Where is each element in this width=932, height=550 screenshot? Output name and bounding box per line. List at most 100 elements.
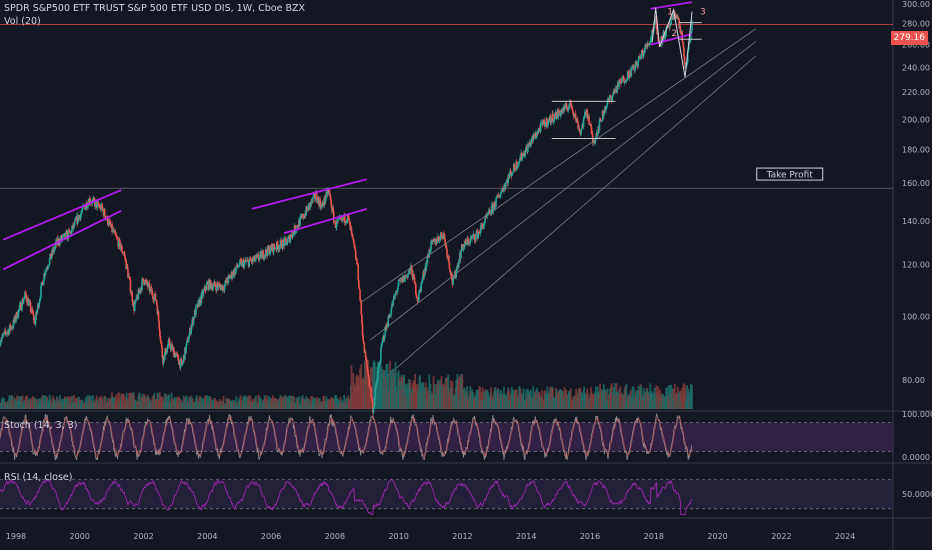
rsi-label[interactable]: RSI (14, close) xyxy=(4,472,73,483)
volume-bar xyxy=(350,365,353,409)
candle-body xyxy=(94,200,97,207)
candle-body xyxy=(474,240,476,242)
price-tick-label: 120.00 xyxy=(902,261,930,270)
candle-body xyxy=(337,218,340,220)
candle-body xyxy=(650,37,652,43)
candle-body xyxy=(621,76,624,81)
candle-body xyxy=(307,204,310,211)
stoch-label[interactable]: Stoch (14, 3, 3) xyxy=(4,420,78,431)
candle-body xyxy=(437,236,440,239)
candle-body xyxy=(291,237,293,239)
candle-body xyxy=(583,117,585,119)
time-tick-label: 2020 xyxy=(707,532,727,541)
price-tick-label: 240.00 xyxy=(902,63,930,72)
candle-body xyxy=(677,16,679,19)
candle-body xyxy=(467,238,469,241)
volume-bar xyxy=(222,396,225,409)
candle-body xyxy=(12,319,15,328)
volume-bar xyxy=(313,397,316,409)
candle-body xyxy=(337,219,339,222)
candle-body xyxy=(486,214,489,217)
candle-body xyxy=(93,197,96,201)
stoch-axis-label: 0.0000 xyxy=(902,453,930,462)
candle-body xyxy=(310,199,313,204)
last-price-tag: 279.16 xyxy=(890,31,928,45)
candle-body xyxy=(122,253,124,254)
volume-bar xyxy=(78,396,80,409)
candle-body xyxy=(329,196,332,201)
time-tick-label: 1998 xyxy=(6,532,26,541)
candle-body xyxy=(598,119,601,131)
candle-body xyxy=(20,302,22,311)
channel-line xyxy=(382,55,757,381)
candle-body xyxy=(32,313,35,320)
candle-body xyxy=(231,275,234,279)
candle-body xyxy=(567,108,570,112)
candle-body xyxy=(21,300,23,310)
candle-body xyxy=(439,235,442,241)
volume-bar xyxy=(675,392,678,409)
candle-body xyxy=(667,26,669,28)
candle-body xyxy=(282,239,284,249)
candle-body xyxy=(386,326,389,328)
candle-body xyxy=(214,281,216,286)
candle-body xyxy=(469,238,472,244)
candle-body xyxy=(516,161,518,169)
candle-body xyxy=(47,266,50,268)
time-tick-label: 2004 xyxy=(197,532,217,541)
wave-label-3: 3 xyxy=(700,8,706,18)
candle-body xyxy=(349,222,352,231)
candle-body xyxy=(679,26,682,33)
candle-body xyxy=(322,201,325,205)
candle-body xyxy=(352,237,355,241)
candle-body xyxy=(384,326,386,337)
candle-body xyxy=(39,297,42,299)
candle-body xyxy=(12,327,14,329)
candle-body xyxy=(299,216,302,218)
candle-body xyxy=(171,344,173,351)
candle-body xyxy=(163,352,166,360)
candle-body xyxy=(144,280,146,285)
volume-label[interactable]: Vol (20) xyxy=(4,16,41,27)
volume-bar xyxy=(649,383,652,409)
candle-body xyxy=(170,345,172,349)
candle-body xyxy=(303,217,306,219)
volume-bar xyxy=(307,397,309,409)
candle-body xyxy=(159,329,161,337)
candle-body xyxy=(499,195,502,198)
candle-body xyxy=(0,342,2,346)
volume-bar xyxy=(360,364,363,409)
price-candles xyxy=(0,9,693,416)
purple-trendline xyxy=(251,178,367,210)
candle-body xyxy=(81,209,83,212)
candle-body xyxy=(669,23,671,28)
volume-bar xyxy=(259,398,262,409)
candle-body xyxy=(359,300,362,303)
candle-body xyxy=(135,295,138,300)
candle-body xyxy=(500,190,503,193)
price-tick-label: 280.00 xyxy=(902,20,930,29)
candle-body xyxy=(119,240,121,250)
candle-body xyxy=(339,217,342,219)
candle-body xyxy=(376,378,379,383)
volume-bar xyxy=(604,391,607,409)
candle-body xyxy=(111,223,113,232)
candle-body xyxy=(236,263,239,267)
candle-body xyxy=(374,388,377,397)
candle-body xyxy=(239,259,242,261)
volume-bar xyxy=(128,392,131,409)
candle-body xyxy=(611,95,614,101)
volume-bar xyxy=(235,396,238,409)
candle-body xyxy=(235,267,238,269)
candle-body xyxy=(309,202,312,208)
volume-bar xyxy=(180,400,183,409)
candle-body xyxy=(429,249,432,252)
volume-bar xyxy=(291,396,294,409)
candle-body xyxy=(535,133,537,138)
candle-body xyxy=(268,247,271,255)
candle-body xyxy=(276,241,279,246)
volume-bar xyxy=(165,396,168,409)
candle-body xyxy=(245,260,248,262)
candle-body xyxy=(171,347,174,351)
